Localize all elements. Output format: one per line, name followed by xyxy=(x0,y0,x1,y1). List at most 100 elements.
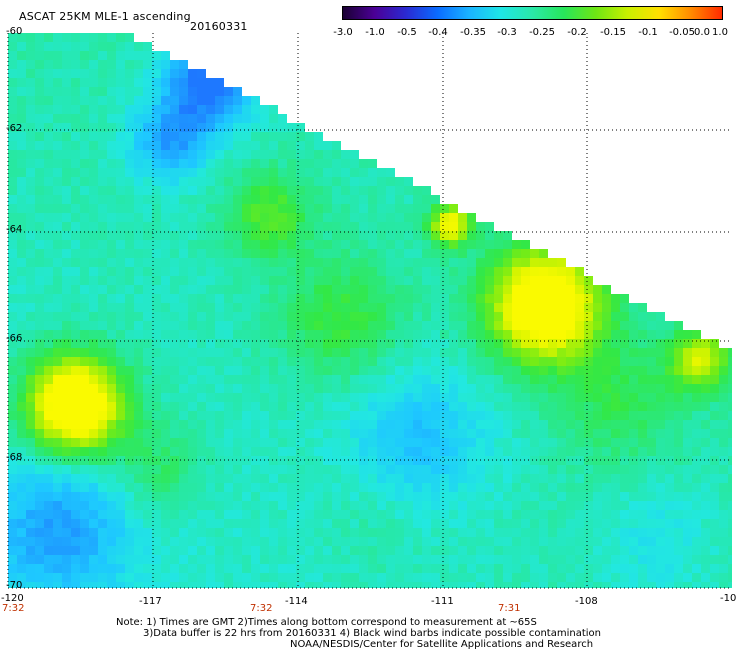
wind-cell xyxy=(170,276,179,285)
wind-cell xyxy=(224,303,233,312)
wind-cell xyxy=(638,546,647,555)
wind-cell xyxy=(503,312,512,321)
wind-cell xyxy=(359,177,368,186)
wind-cell xyxy=(602,492,611,501)
wind-cell xyxy=(665,555,674,564)
wind-cell xyxy=(638,474,647,483)
wind-cell xyxy=(242,555,251,564)
wind-cell xyxy=(476,276,485,285)
wind-cell xyxy=(638,582,647,588)
wind-cell xyxy=(44,168,53,177)
wind-cell xyxy=(134,456,143,465)
wind-cell xyxy=(710,465,719,474)
wind-cell xyxy=(476,348,485,357)
wind-cell xyxy=(215,96,224,105)
wind-cell xyxy=(539,258,548,267)
wind-cell xyxy=(62,159,71,168)
wind-cell xyxy=(233,573,242,582)
wind-cell xyxy=(602,438,611,447)
wind-cell xyxy=(602,456,611,465)
wind-cell xyxy=(368,249,377,258)
wind-cell xyxy=(557,357,566,366)
wind-cell xyxy=(449,492,458,501)
wind-cell xyxy=(314,501,323,510)
wind-cell xyxy=(197,276,206,285)
wind-cell xyxy=(647,402,656,411)
wind-cell xyxy=(458,501,467,510)
wind-cell xyxy=(548,519,557,528)
wind-cell xyxy=(134,177,143,186)
wind-cell xyxy=(44,51,53,60)
wind-cell xyxy=(674,582,683,588)
wind-cell xyxy=(503,582,512,588)
wind-cell xyxy=(8,438,17,447)
wind-cell xyxy=(35,420,44,429)
wind-cell xyxy=(98,384,107,393)
wind-cell xyxy=(8,447,17,456)
wind-cell xyxy=(566,483,575,492)
wind-cell xyxy=(89,393,98,402)
wind-cell xyxy=(116,42,125,51)
wind-cell xyxy=(134,573,143,582)
wind-cell xyxy=(188,357,197,366)
wind-cell xyxy=(539,267,548,276)
wind-cell xyxy=(404,384,413,393)
wind-cell xyxy=(332,474,341,483)
wind-cell xyxy=(476,465,485,474)
wind-cell xyxy=(116,231,125,240)
wind-cell xyxy=(413,375,422,384)
wind-cell xyxy=(71,528,80,537)
wind-cell xyxy=(305,240,314,249)
wind-cell xyxy=(197,564,206,573)
wind-cell xyxy=(431,582,440,588)
wind-cell xyxy=(116,357,125,366)
wind-cell xyxy=(26,330,35,339)
wind-cell xyxy=(629,402,638,411)
wind-cell xyxy=(413,213,422,222)
wind-cell xyxy=(125,159,134,168)
wind-cell xyxy=(557,474,566,483)
wind-cell xyxy=(152,393,161,402)
wind-cell xyxy=(305,438,314,447)
wind-cell xyxy=(539,348,548,357)
wind-cell xyxy=(719,375,728,384)
wind-cell xyxy=(359,357,368,366)
wind-cell xyxy=(26,537,35,546)
wind-cell xyxy=(719,366,728,375)
wind-cell xyxy=(656,429,665,438)
wind-cell xyxy=(386,384,395,393)
wind-cell xyxy=(593,285,602,294)
wind-cell xyxy=(305,285,314,294)
wind-cell xyxy=(179,114,188,123)
wind-cell xyxy=(458,537,467,546)
wind-cell xyxy=(179,258,188,267)
wind-cell xyxy=(80,123,89,132)
wind-cell xyxy=(557,330,566,339)
wind-cell xyxy=(125,375,134,384)
wind-cell xyxy=(269,564,278,573)
wind-cell xyxy=(530,267,539,276)
wind-cell xyxy=(224,582,233,588)
wind-cell xyxy=(17,546,26,555)
wind-cell xyxy=(566,438,575,447)
wind-cell xyxy=(521,519,530,528)
wind-cell xyxy=(602,465,611,474)
wind-cell xyxy=(125,564,134,573)
wind-cell xyxy=(467,501,476,510)
wind-cell xyxy=(584,555,593,564)
wind-cell xyxy=(152,384,161,393)
wind-cell xyxy=(71,204,80,213)
wind-cell xyxy=(530,501,539,510)
wind-cell xyxy=(197,384,206,393)
wind-cell xyxy=(638,339,647,348)
wind-cell xyxy=(152,537,161,546)
wind-cell xyxy=(8,51,17,60)
wind-cell xyxy=(620,393,629,402)
wind-cell xyxy=(386,546,395,555)
wind-cell xyxy=(719,393,728,402)
wind-cell xyxy=(683,429,692,438)
wind-cell xyxy=(674,438,683,447)
wind-cell xyxy=(377,285,386,294)
wind-cell xyxy=(386,582,395,588)
wind-cell xyxy=(431,276,440,285)
